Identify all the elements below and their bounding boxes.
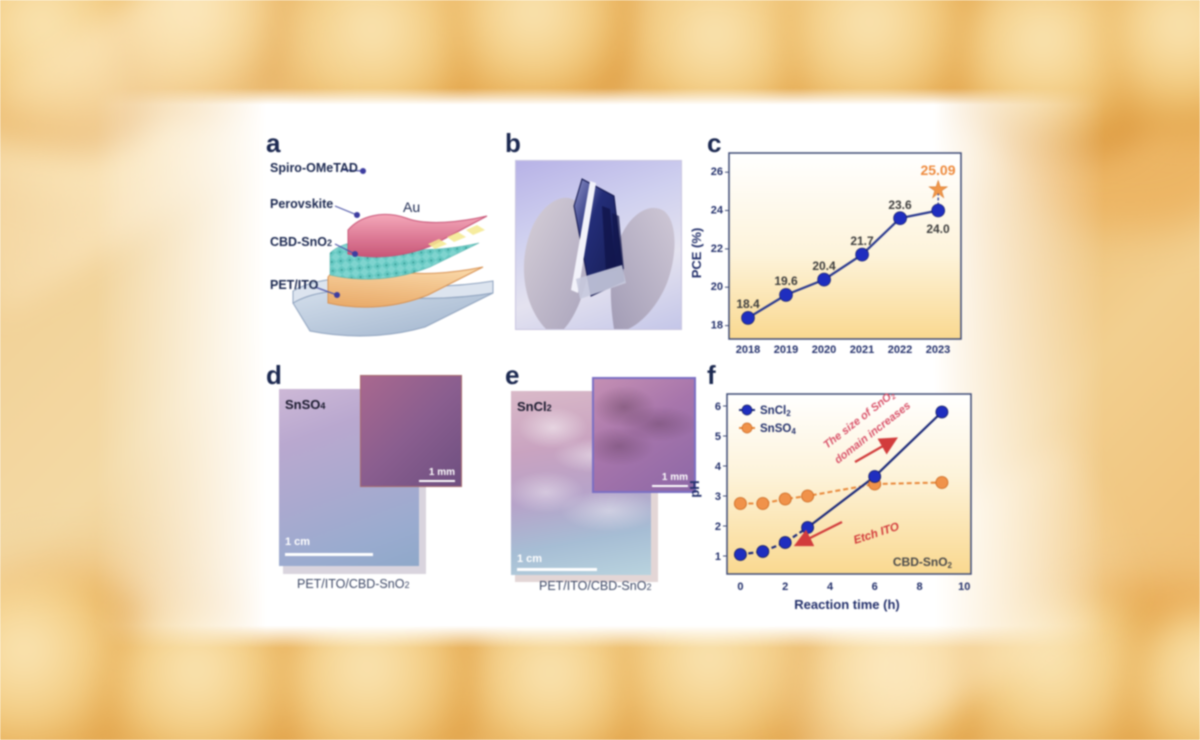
svg-text:3: 3 <box>715 491 721 503</box>
svg-text:pH: pH <box>687 480 702 497</box>
svg-text:SnSO4: SnSO4 <box>760 423 796 436</box>
svg-text:2023: 2023 <box>926 344 950 355</box>
svg-text:25.09: 25.09 <box>920 162 955 178</box>
svg-text:2: 2 <box>782 581 788 593</box>
svg-text:2022: 2022 <box>888 344 912 355</box>
svg-text:PCE (%): PCE (%) <box>691 228 704 279</box>
svg-text:18: 18 <box>711 320 723 332</box>
svg-text:1: 1 <box>715 551 721 563</box>
svg-text:6: 6 <box>715 401 721 413</box>
svg-text:22: 22 <box>711 243 723 255</box>
svg-text:4: 4 <box>827 581 834 593</box>
svg-text:2: 2 <box>715 521 721 533</box>
svg-text:26: 26 <box>711 166 723 178</box>
svg-text:23.6: 23.6 <box>888 198 912 212</box>
svg-text:18.4: 18.4 <box>736 297 760 311</box>
svg-text:CBD-SnO2: CBD-SnO2 <box>893 555 953 570</box>
svg-text:0: 0 <box>737 581 743 593</box>
svg-text:20: 20 <box>711 281 723 293</box>
svg-text:20.4: 20.4 <box>812 259 836 273</box>
svg-text:8: 8 <box>916 581 922 593</box>
svg-text:2020: 2020 <box>812 344 836 355</box>
svg-text:6: 6 <box>872 581 878 593</box>
svg-text:10: 10 <box>958 581 970 593</box>
svg-text:2018: 2018 <box>736 344 760 355</box>
svg-text:21.7: 21.7 <box>850 234 874 248</box>
svg-text:24: 24 <box>711 205 724 217</box>
svg-text:2019: 2019 <box>774 344 798 355</box>
svg-text:24.0: 24.0 <box>926 222 950 236</box>
svg-text:19.6: 19.6 <box>774 274 798 288</box>
svg-text:2021: 2021 <box>850 344 874 355</box>
svg-text:Reaction time (h): Reaction time (h) <box>794 597 899 612</box>
svg-text:5: 5 <box>715 431 721 443</box>
svg-text:4: 4 <box>715 461 722 473</box>
